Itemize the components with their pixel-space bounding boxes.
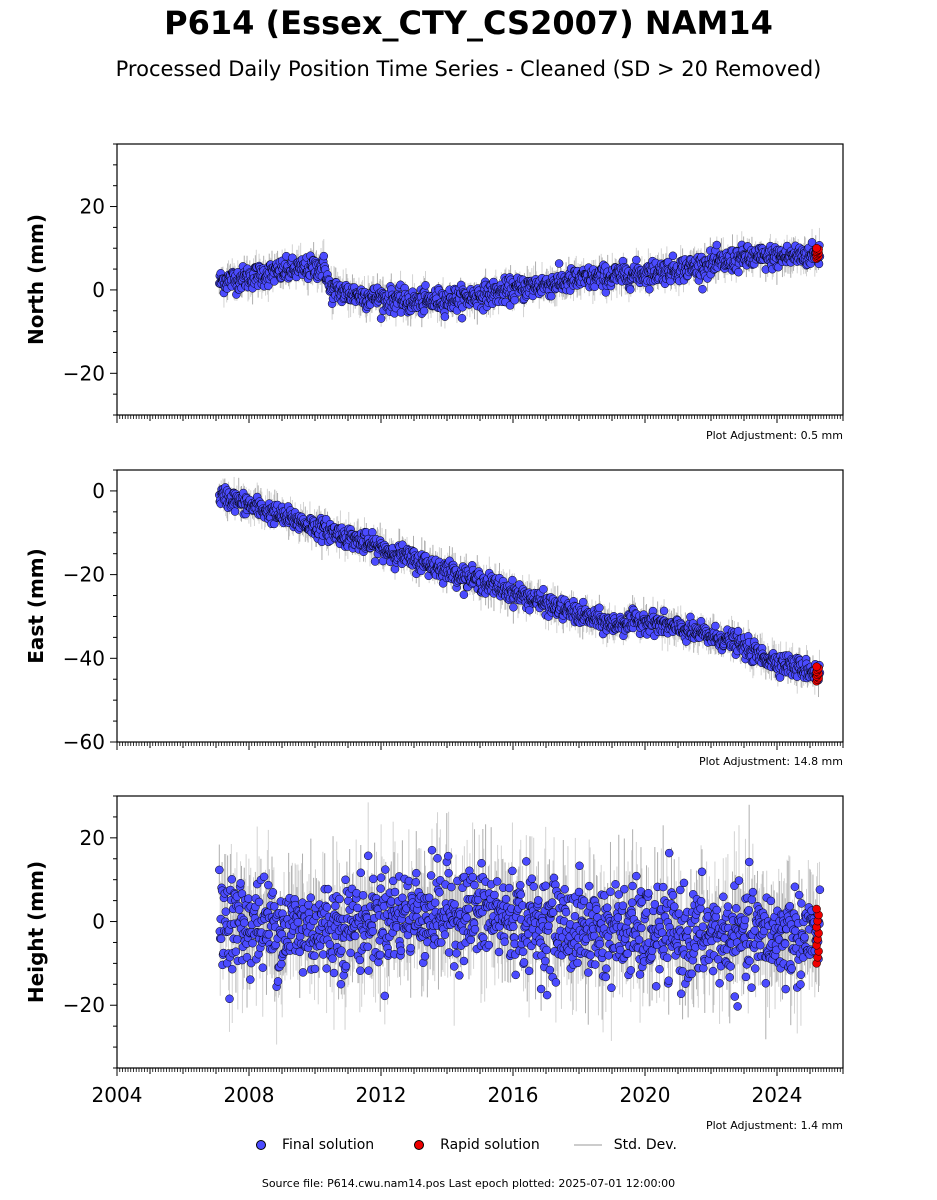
rapid-point — [812, 243, 821, 253]
final-point — [734, 267, 743, 277]
y-tick-label: −20 — [63, 563, 105, 587]
final-solution-points — [215, 483, 825, 685]
final-point — [370, 557, 380, 566]
final-point — [554, 259, 564, 268]
y-axis-label: North (mm) — [24, 214, 48, 345]
final-point — [525, 605, 534, 615]
final-point — [539, 584, 548, 594]
final-point — [547, 291, 556, 301]
panel-east: −60 −40 −20 0 East (mm) — [24, 469, 844, 754]
panel-north: −20 0 20 North (mm) — [24, 143, 844, 423]
final-point — [668, 251, 678, 261]
final-point — [230, 507, 240, 516]
final-point — [645, 285, 654, 294]
final-point — [508, 575, 517, 585]
final-point — [457, 313, 467, 323]
final-point — [419, 306, 429, 316]
rapid-point — [812, 662, 821, 671]
y-tick-label: 0 — [92, 479, 105, 503]
rapid-solution-points — [812, 662, 823, 686]
y-tick-label: 0 — [92, 278, 105, 302]
y-tick-label: 20 — [80, 195, 105, 219]
final-point — [595, 603, 604, 613]
final-point — [659, 606, 669, 616]
final-point — [807, 238, 817, 247]
final-point — [459, 590, 469, 599]
rapid-solution-points — [812, 243, 823, 263]
final-point — [626, 285, 635, 294]
y-tick-label: −60 — [63, 730, 105, 754]
final-point — [733, 626, 743, 636]
final-point — [578, 597, 588, 607]
y-axis-label: East (mm) — [24, 548, 48, 664]
final-point — [421, 281, 430, 290]
final-point — [319, 251, 329, 261]
final-point — [632, 255, 641, 265]
final-point — [509, 603, 518, 612]
y-tick-label: −40 — [63, 646, 105, 670]
final-point — [376, 314, 386, 323]
y-tick-label: −20 — [63, 361, 105, 385]
final-solution-points — [215, 238, 825, 323]
final-point — [712, 240, 722, 250]
final-point — [510, 295, 519, 305]
final-point — [698, 284, 707, 294]
final-point — [440, 312, 450, 321]
final-point — [711, 621, 720, 631]
